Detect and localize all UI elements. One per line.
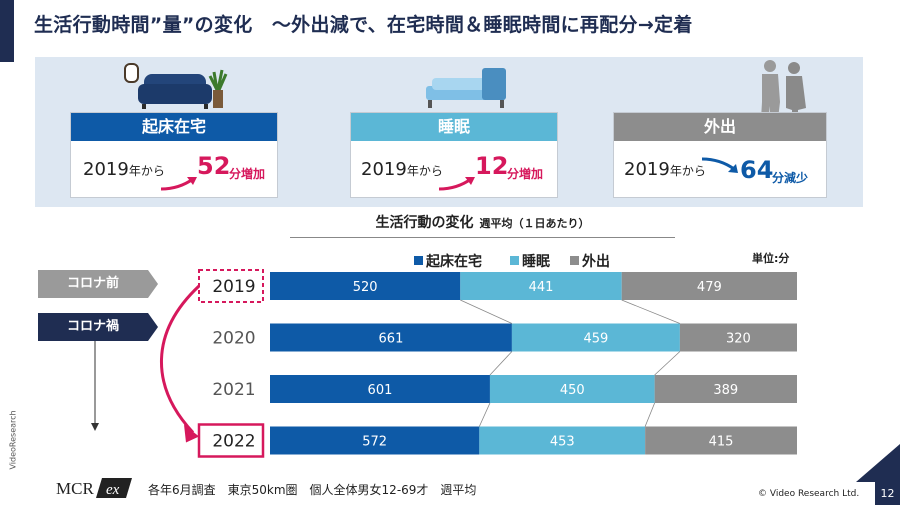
decrease-arrow-icon <box>701 157 738 173</box>
card-outing-from: 年から <box>669 164 706 178</box>
bar-label-2020-series-1: 459 <box>583 332 608 347</box>
bar-2020-series-1 <box>511 323 680 352</box>
legend-label: 睡眠 <box>522 254 550 270</box>
category-label-2020: 2020 <box>212 329 255 349</box>
logo-text: MCR <box>56 479 94 498</box>
vertical-brand-text: VideoResearch <box>8 410 18 470</box>
bed-illustration <box>426 68 506 108</box>
increase-arrow-icon <box>160 177 197 191</box>
bar-2022-series-2 <box>645 426 797 455</box>
footer-note: 各年6月調査 東京50km圏 個人全体男女12-69才 週平均 <box>148 483 477 497</box>
legend-item-wake-home: 起床在宅 <box>414 251 482 271</box>
card-sleep-year: 2019 <box>361 159 407 180</box>
left-accent-bar <box>0 0 14 62</box>
category-label-2019: 2019 <box>212 277 255 297</box>
legend-swatch <box>414 256 423 265</box>
tag-before-corona: コロナ前 <box>38 270 148 298</box>
card-wake-home-value: 52 <box>197 152 231 180</box>
bar-label-2019-series-0: 520 <box>353 280 378 295</box>
card-wake-home-unit: 分増加 <box>229 167 266 181</box>
bar-2021-series-0 <box>270 375 490 403</box>
bar-2019-series-0 <box>270 272 461 300</box>
card-outing-unit: 分減少 <box>772 171 809 185</box>
card-wake-home-header: 起床在宅 <box>71 113 277 141</box>
connector-line <box>644 402 656 427</box>
bar-2022-series-0 <box>270 426 480 455</box>
unit-label: 単位:分 <box>752 252 790 265</box>
legend-label: 外出 <box>582 254 610 270</box>
logo-badge-text: ex <box>106 482 120 498</box>
card-outing-header: 外出 <box>614 113 826 141</box>
bar-2021-series-2 <box>654 375 797 403</box>
category-label-2021: 2021 <box>212 380 255 400</box>
timeline-down-arrow-icon <box>91 341 99 431</box>
connector-line <box>478 402 491 427</box>
legend-swatch <box>510 256 519 265</box>
bar-2020-series-2 <box>679 323 797 352</box>
transition-arrow-icon <box>160 284 201 434</box>
legend-item-outing: 外出 <box>570 251 610 271</box>
bar-2019-series-1 <box>460 272 622 300</box>
legend-label: 起床在宅 <box>426 254 482 270</box>
tag-during-corona: コロナ禍 <box>38 313 148 341</box>
mcr-ex-logo: MCR ex <box>56 478 132 498</box>
legend-swatch <box>570 256 579 265</box>
chart-title-block: 生活行動の変化 週平均（１日あたり） <box>290 212 675 238</box>
bar-label-2020-series-0: 661 <box>379 332 404 347</box>
chart-subtitle: 週平均（１日あたり） <box>479 217 590 230</box>
card-sleep: 睡眠 2019年から 12 分増加 <box>350 112 558 198</box>
increase-arrow-icon <box>438 177 475 191</box>
page-number: 12 <box>875 482 900 505</box>
connector-line <box>621 299 681 324</box>
tag-before-pointer <box>148 270 158 298</box>
bar-label-2020-series-2: 320 <box>726 332 751 347</box>
legend-item-sleep: 睡眠 <box>510 251 550 271</box>
bar-label-2019-series-2: 479 <box>697 280 722 295</box>
card-sleep-from: 年から <box>406 164 443 178</box>
card-sleep-value: 12 <box>475 152 509 180</box>
bar-label-2022-series-1: 453 <box>550 435 575 450</box>
card-sleep-unit: 分増加 <box>507 167 544 181</box>
sofa-illustration <box>124 63 228 109</box>
bar-label-2021-series-2: 389 <box>713 383 738 398</box>
bar-label-2022-series-0: 572 <box>362 435 387 450</box>
card-outing: 外出 2019年から 64 分減少 <box>613 112 827 198</box>
card-wake-home: 起床在宅 2019年から 52 分増加 <box>70 112 278 198</box>
card-outing-value: 64 <box>740 156 774 184</box>
bar-label-2019-series-1: 441 <box>529 280 554 295</box>
bar-2019-series-2 <box>621 272 797 300</box>
page-title: 生活行動時間”量”の変化 ～外出減で、在宅時間＆睡眠時間に再配分→定着 <box>34 14 693 36</box>
bar-2022-series-1 <box>479 426 646 455</box>
bar-2021-series-1 <box>489 375 655 403</box>
bar-label-2022-series-2: 415 <box>709 435 734 450</box>
card-wake-home-year: 2019 <box>83 159 129 180</box>
connector-line <box>460 299 513 324</box>
corner-decoration <box>856 444 900 482</box>
tag-during-pointer <box>148 313 158 341</box>
bar-label-2021-series-1: 450 <box>560 383 585 398</box>
copyright: © Video Research Ltd. <box>758 489 860 499</box>
transition-arrowhead-icon <box>184 424 199 443</box>
bar-2020-series-0 <box>270 323 512 352</box>
connector-line <box>654 351 681 376</box>
card-outing-year: 2019 <box>624 159 670 180</box>
highlight-box-last-year <box>197 423 265 458</box>
card-sleep-header: 睡眠 <box>351 113 557 141</box>
chart-title: 生活行動の変化 <box>375 215 474 231</box>
card-wake-home-from: 年から <box>128 164 165 178</box>
category-label-2022: 2022 <box>212 432 255 452</box>
connector-line <box>489 351 513 376</box>
bar-label-2021-series-0: 601 <box>368 383 393 398</box>
